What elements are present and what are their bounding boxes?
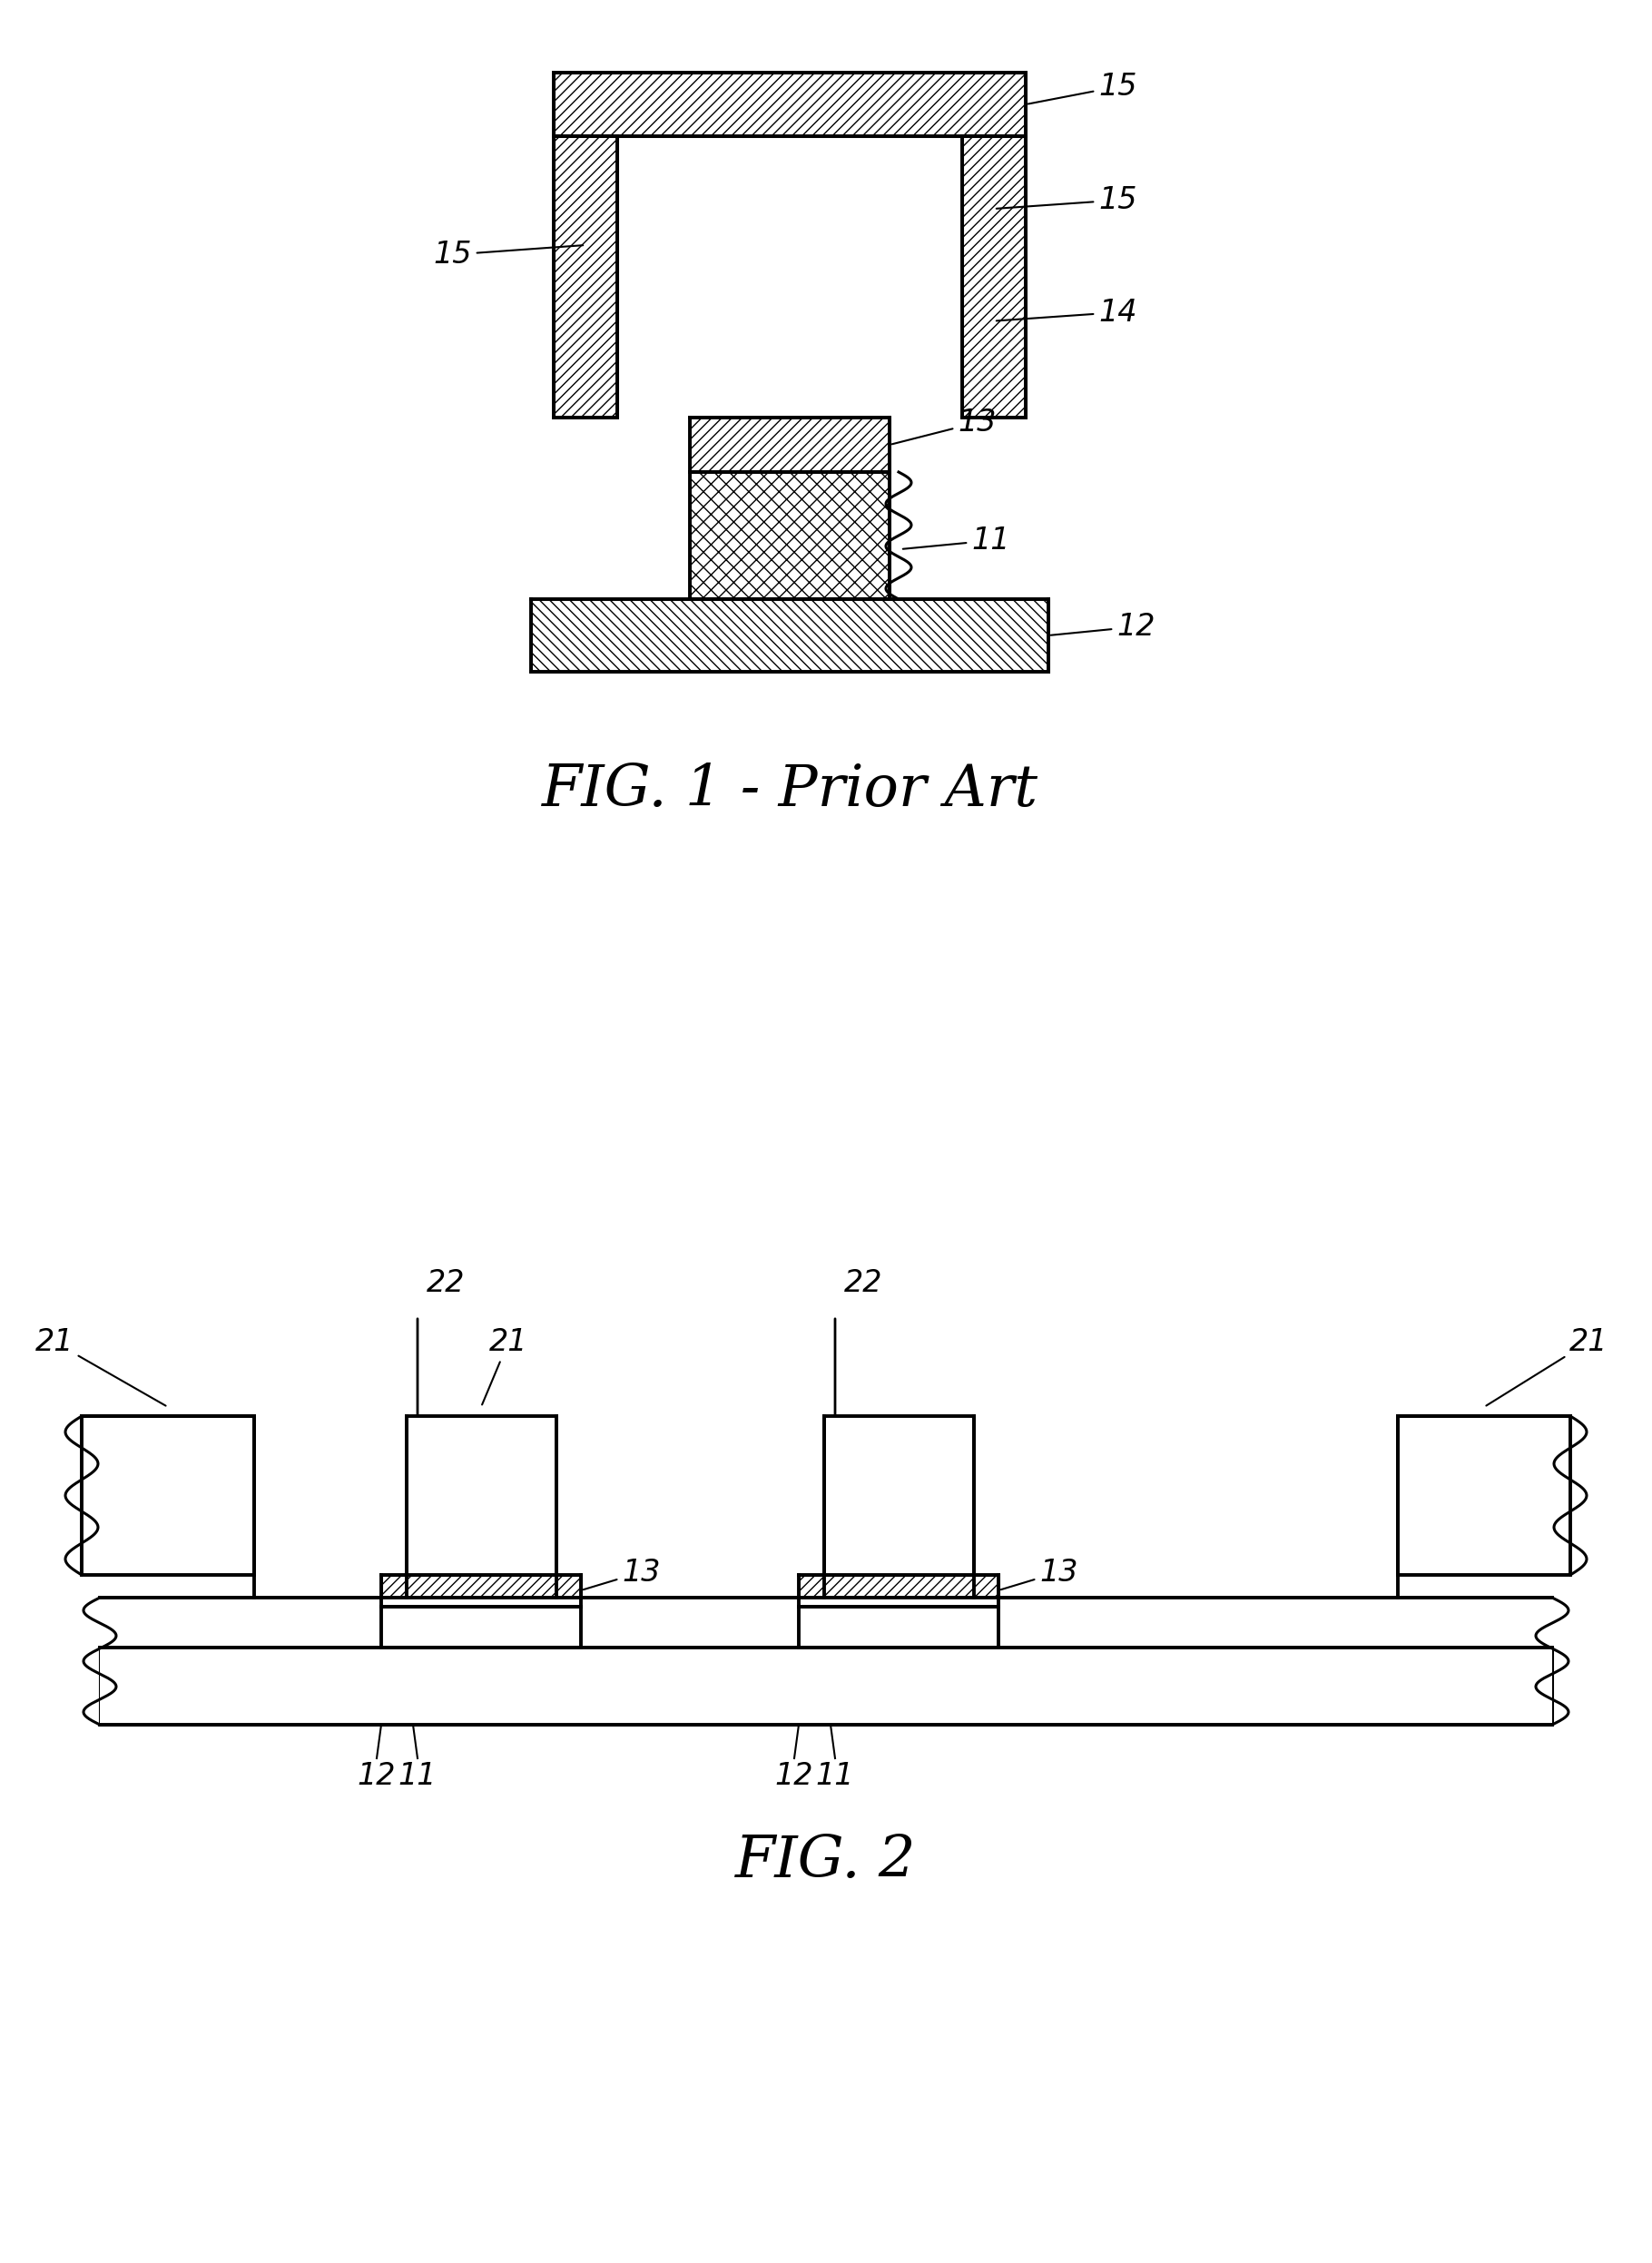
Text: 21: 21	[1487, 1326, 1607, 1405]
Bar	[800, 1575, 998, 1607]
Text: 22: 22	[844, 1267, 882, 1299]
Text: 21: 21	[482, 1326, 527, 1405]
Bar	[824, 1417, 975, 1575]
Bar	[553, 72, 1026, 136]
Bar	[1398, 1417, 1571, 1575]
Text: 13: 13	[892, 407, 996, 444]
Bar	[99, 1598, 1553, 1724]
Text: 11: 11	[398, 1761, 436, 1790]
Bar	[961, 136, 1026, 419]
Bar	[382, 1607, 582, 1647]
Text: 15: 15	[996, 186, 1137, 215]
Bar	[800, 1607, 998, 1647]
Text: 13: 13	[1001, 1557, 1077, 1589]
Text: 12: 12	[357, 1761, 396, 1790]
Text: 12: 12	[1051, 611, 1155, 643]
Bar	[382, 1575, 582, 1607]
Text: 21: 21	[35, 1326, 165, 1405]
Text: 15: 15	[1028, 72, 1137, 104]
Bar	[691, 473, 889, 600]
Text: 14: 14	[996, 296, 1137, 328]
Bar	[691, 419, 889, 473]
Text: FIG. 1 - Prior Art: FIG. 1 - Prior Art	[542, 763, 1037, 819]
Text: 12: 12	[775, 1761, 813, 1790]
Text: 13: 13	[583, 1557, 661, 1589]
Text: 22: 22	[426, 1267, 466, 1299]
Bar	[530, 600, 1049, 672]
Bar	[406, 1417, 557, 1575]
Text: 11: 11	[904, 525, 1009, 554]
Text: 15: 15	[433, 240, 583, 269]
Text: FIG. 2: FIG. 2	[735, 1833, 917, 1890]
Bar	[81, 1417, 254, 1575]
Text: 11: 11	[816, 1761, 854, 1790]
Bar	[553, 136, 618, 419]
Bar	[99, 1647, 1553, 1724]
